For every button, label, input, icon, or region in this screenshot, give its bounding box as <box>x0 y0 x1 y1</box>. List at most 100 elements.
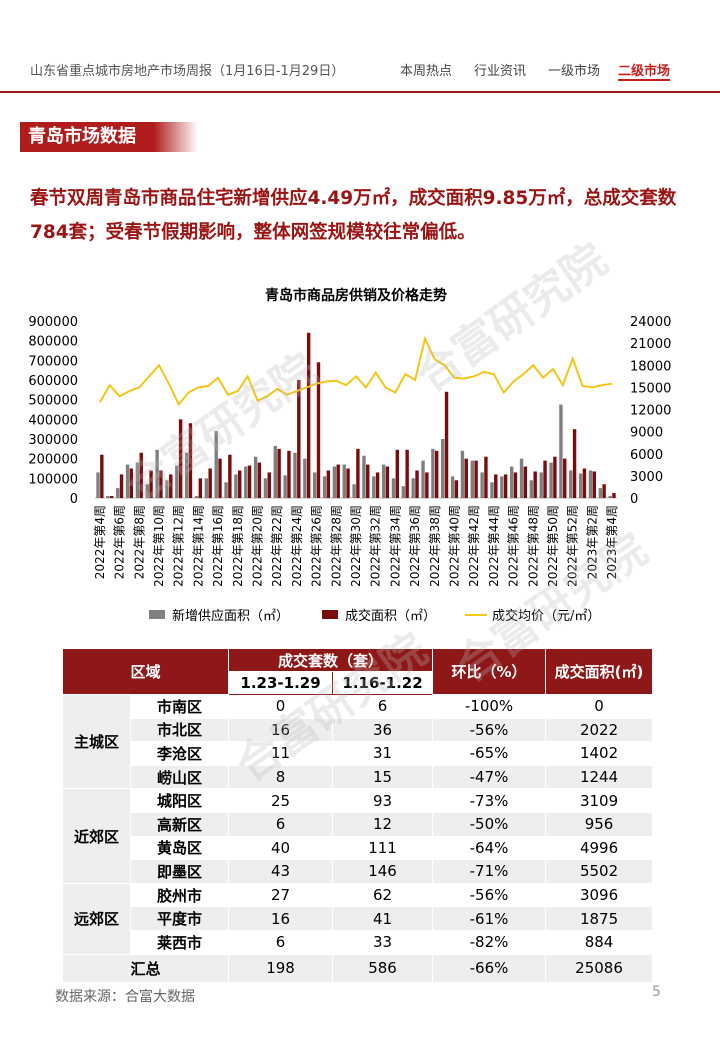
chart-title: 青岛市商品房供销及价格走势 <box>265 287 447 304</box>
bar <box>572 429 577 498</box>
table-cell: -56% <box>432 717 547 743</box>
bar <box>549 462 553 498</box>
bar <box>336 464 340 498</box>
x-tick-label: 2022年第4周 <box>93 505 107 579</box>
table-cell: 高新区 <box>129 811 230 837</box>
x-tick-label: 2022年第8周 <box>132 505 146 579</box>
summary: 春节双周青岛市商品住宅新增供应4.49万㎡，成交面积9.85万㎡，总成交套数78… <box>30 188 677 243</box>
table-row: 远郊区 胶州市 27 62 -56% 3096 <box>62 882 654 955</box>
table-cell: 成交套数（套） <box>228 648 434 672</box>
legend-swatch <box>149 610 165 619</box>
bar <box>608 496 612 498</box>
table-cell: 93 <box>332 788 434 813</box>
bar <box>405 449 409 498</box>
table-row: 黄岛区 40 111 -64% 4996 <box>63 835 654 861</box>
bar <box>125 464 130 498</box>
bar <box>165 480 169 498</box>
nav-tab[interactable]: 本周热点 <box>400 64 453 79</box>
x-tick-label: 2022年第38周 <box>428 505 442 587</box>
table-cell: -71% <box>432 859 547 884</box>
bar <box>155 449 159 498</box>
x-tick-label: 2022年第20周 <box>251 505 265 587</box>
x-tick-label: 2022年第28周 <box>329 505 343 587</box>
bar <box>316 362 321 498</box>
bar <box>106 496 110 498</box>
bar <box>490 482 494 498</box>
table-cell: 6 <box>228 929 334 955</box>
source: 数据来源：合富大数据 <box>55 989 195 1005</box>
table-row: 主城区 市南区 0 6 -100% 0 <box>62 693 654 790</box>
bar <box>460 450 465 498</box>
y-tick-label: 700000 <box>28 354 78 369</box>
bar <box>135 462 140 498</box>
table-row: 崂山区 8 15 -47% 1244 <box>63 764 654 790</box>
x-tick-label: 2022年第46周 <box>507 505 521 587</box>
table-cell: 0 <box>228 694 334 719</box>
bar <box>415 470 419 498</box>
bar <box>228 454 232 498</box>
bar <box>431 448 435 498</box>
bar <box>381 464 386 498</box>
table-cell: -47% <box>432 764 547 790</box>
bar <box>366 464 370 498</box>
bar <box>194 496 199 498</box>
bar <box>129 468 134 498</box>
bar <box>563 458 567 498</box>
y-tick-label: 400000 <box>28 413 78 428</box>
bar <box>109 496 114 498</box>
bar <box>582 468 587 498</box>
bar <box>198 478 203 498</box>
bar <box>421 460 425 498</box>
table-cell: 27 <box>228 882 334 908</box>
table-cell: 43 <box>228 859 334 884</box>
bar <box>470 460 474 498</box>
x-tick-label: 2022年第16周 <box>211 505 225 587</box>
y-tick-label: 0 <box>70 492 78 507</box>
y-tick-label: 200000 <box>28 453 78 468</box>
nav-tab-active[interactable]: 二级市场 <box>618 60 671 81</box>
table-cell: 12 <box>332 811 434 837</box>
table-cell: 黄岛区 <box>129 835 230 861</box>
bar <box>425 472 429 498</box>
x-tick-label: 2022年第10周 <box>152 505 166 587</box>
legend-label: 新增供应面积（㎡） <box>172 608 289 624</box>
bar <box>519 458 524 498</box>
bar <box>273 445 278 498</box>
bar <box>332 466 337 498</box>
x-tick-label: 2022年第14周 <box>191 505 205 587</box>
bar <box>218 458 222 498</box>
y2-tick-label: 3000 <box>630 470 663 485</box>
bar <box>391 478 396 498</box>
bar <box>484 456 488 498</box>
table-row: 市北区 16 36 -56% 2022 <box>63 717 654 743</box>
bar <box>303 458 307 498</box>
table-row: 平度市 16 41 -61% 1875 <box>63 906 654 931</box>
y2-tick-label: 24000 <box>630 315 671 330</box>
bar <box>588 470 593 498</box>
bar <box>178 419 183 498</box>
bar <box>385 466 390 498</box>
bar <box>184 452 189 498</box>
x-tick-label: 2022年第36周 <box>408 505 422 587</box>
table-cell: 25 <box>228 788 334 813</box>
bar <box>306 332 311 498</box>
bar <box>500 476 504 498</box>
x-tick-label: 2022年第26周 <box>310 505 324 587</box>
bar <box>234 474 238 498</box>
table-cell: 成交面积(㎡) <box>545 648 654 695</box>
table-cell: -82% <box>432 929 547 955</box>
table-cell: 62 <box>332 882 434 908</box>
table-cell: 平度市 <box>129 906 230 931</box>
nav-tab[interactable]: 一级市场 <box>548 64 601 79</box>
table-cell: 汇总 <box>61 953 230 983</box>
table-row: 高新区 6 12 -50% 956 <box>63 811 654 837</box>
bar <box>503 474 508 498</box>
x-tick-label: 2022年第6周 <box>113 505 127 579</box>
table-cell: 6 <box>228 811 334 837</box>
x-tick-label: 2022年第50周 <box>546 505 560 587</box>
x-tick-label: 2022年第18周 <box>231 505 245 587</box>
nav-tab[interactable]: 行业资讯 <box>474 64 527 79</box>
bar <box>533 471 537 498</box>
table-cell: 1244 <box>545 764 654 790</box>
